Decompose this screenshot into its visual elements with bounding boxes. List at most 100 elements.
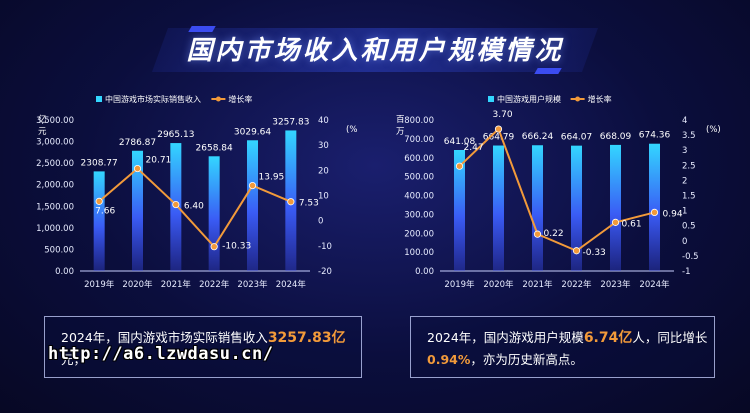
left-unit-char: 亿: [38, 114, 47, 125]
bar-value-label: 668.09: [600, 132, 632, 142]
growth-point: [95, 197, 103, 205]
left-unit-char: 百: [396, 115, 405, 125]
legend-label-line: 增长率: [228, 94, 252, 104]
users-note-box: 2024年，国内游戏用户规模6.74亿人，同比增长 0.94%，亦为历史新高点。: [410, 316, 715, 378]
right-tick-label: 30: [318, 141, 329, 151]
bar-value-label: 3257.83: [272, 117, 309, 127]
legend-swatch-dot: [215, 96, 221, 102]
growth-point: [494, 125, 503, 133]
bar-value-label: 664.79: [483, 133, 515, 143]
bar-value-label: 664.07: [561, 133, 593, 143]
revenue-note-value: 3257.83亿: [267, 330, 346, 346]
left-tick-label: 1,500.00: [36, 202, 74, 212]
growth-value-label: 0.22: [544, 229, 564, 239]
left-tick-label: 400.00: [404, 192, 434, 202]
bar: [571, 145, 582, 271]
bar: [649, 143, 660, 271]
left-tick-label: 3,000.00: [36, 138, 74, 148]
left-tick-label: 1,000.00: [36, 224, 74, 234]
growth-point: [248, 181, 257, 190]
right-tick-label: 2.5: [682, 161, 696, 171]
growth-point: [572, 247, 581, 255]
left-tick-label: 300.00: [404, 210, 434, 220]
revenue-note-box: 2024年，国内游戏市场实际销售收入3257.83亿元，: [44, 316, 362, 378]
x-tick-label: 2021年: [161, 279, 192, 290]
bar-value-label: 2308.77: [81, 158, 118, 168]
x-tick-label: 2024年: [276, 279, 307, 290]
growth-value-label: -10.33: [222, 242, 251, 252]
legend-swatch-dot: [575, 96, 581, 102]
growth-value-label: -0.33: [583, 248, 606, 258]
right-tick-label: 20: [318, 166, 329, 176]
bar: [454, 149, 465, 271]
growth-value-label: 7.53: [299, 199, 319, 209]
x-tick-label: 2023年: [237, 279, 268, 290]
title-banner: 国内市场收入和用户规模情况: [150, 20, 600, 80]
left-unit-char: 元: [38, 127, 47, 137]
left-tick-label: 500.00: [44, 245, 74, 255]
legend-label-bar: 中国游戏市场实际销售收入: [105, 94, 201, 104]
right-tick-label: 0.5: [682, 222, 696, 232]
revenue-note: 2024年，国内游戏市场实际销售收入3257.83亿元，: [45, 317, 361, 370]
growth-value-label: 0.94: [663, 209, 683, 219]
bar-value-label: 2965.13: [157, 130, 194, 140]
right-unit: (%): [346, 125, 358, 135]
users-note-value: 6.74亿: [583, 330, 633, 346]
users-note-growth: 0.94%: [427, 352, 471, 367]
x-tick-label: 2020年: [483, 279, 514, 290]
left-tick-label: 3,500.00: [36, 116, 74, 126]
growth-value-label: 13.95: [259, 173, 285, 183]
growth-line: [98, 167, 292, 249]
users-note: 2024年，国内游戏用户规模6.74亿人，同比增长 0.94%，亦为历史新高点。: [411, 317, 714, 370]
right-tick-label: 3: [682, 146, 687, 156]
bar: [132, 150, 143, 271]
x-tick-label: 2019年: [84, 279, 115, 290]
users-note-mid: 人，同比增长: [632, 330, 708, 345]
right-tick-label: 10: [318, 192, 329, 202]
right-tick-label: 2: [682, 176, 687, 186]
right-tick-label: -1: [682, 267, 690, 277]
watermark-url: http://a6.lzwdasu.cn/: [48, 344, 274, 364]
bar: [247, 140, 258, 271]
left-unit-char: 万: [396, 127, 405, 137]
left-tick-label: 100.00: [404, 248, 434, 258]
right-tick-label: 4: [682, 116, 687, 126]
bar: [493, 145, 504, 271]
growth-value-label: 7.66: [95, 206, 115, 216]
bar: [610, 144, 621, 271]
growth-point: [611, 218, 620, 226]
bar: [532, 145, 543, 271]
x-tick-label: 2021年: [522, 279, 553, 290]
left-tick-label: 2,500.00: [36, 159, 74, 169]
left-tick-label: 0.00: [55, 267, 74, 277]
bar-value-label: 666.24: [522, 132, 554, 142]
right-tick-label: 1: [682, 207, 687, 217]
users-note-pre: 2024年，国内游戏用户规模: [427, 330, 584, 345]
growth-point: [287, 198, 295, 206]
growth-value-label: 20.71: [146, 156, 172, 166]
growth-point: [210, 243, 218, 251]
revenue-note-pre: 2024年，国内游戏市场实际销售收入: [61, 330, 268, 345]
growth-value-label: 3.70: [493, 110, 513, 120]
bar-value-label: 2786.87: [119, 138, 156, 148]
bar: [93, 171, 105, 271]
right-tick-label: 1.5: [682, 192, 696, 202]
legend-label-bar: 中国游戏用户规模: [497, 94, 561, 104]
legend-label-line: 增长率: [588, 94, 612, 104]
growth-point: [650, 208, 659, 217]
legend-swatch-bar: [96, 96, 102, 102]
bar-value-label: 2658.84: [196, 143, 233, 153]
bar-value-label: 641.08: [444, 137, 476, 147]
left-tick-label: 500.00: [404, 173, 434, 183]
right-tick-label: 0: [318, 217, 323, 227]
growth-point: [133, 164, 142, 173]
revenue-note-post: 元，: [61, 352, 87, 367]
x-tick-label: 2022年: [199, 279, 230, 290]
legend-swatch-bar: [488, 96, 494, 102]
growth-value-label: 0.61: [622, 219, 642, 229]
x-tick-label: 2022年: [561, 279, 592, 290]
bar-value-label: 3029.64: [234, 127, 271, 137]
left-tick-label: 0.00: [415, 267, 434, 277]
